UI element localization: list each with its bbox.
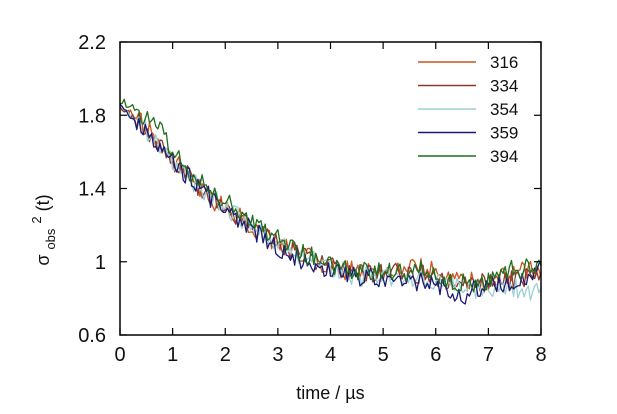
y-axis-label-subscript: obs bbox=[43, 228, 58, 249]
x-tick-label: 8 bbox=[535, 344, 546, 366]
ticks-layer: 0 1 2 3 4 5 6 7 8 0.6 1 1.4 1.8 2.2 bbox=[78, 32, 546, 366]
y-axis-label-tail: (t) bbox=[33, 194, 53, 211]
y-tick-label: 2.2 bbox=[78, 32, 106, 54]
legend-label-316: 316 bbox=[490, 53, 518, 72]
legend-label-354: 354 bbox=[490, 100, 518, 119]
plot-frame bbox=[119, 41, 542, 336]
legend-label-359: 359 bbox=[490, 124, 518, 143]
x-tick-label: 4 bbox=[325, 344, 336, 366]
x-tick-label: 3 bbox=[272, 344, 283, 366]
x-tick-label: 7 bbox=[483, 344, 494, 366]
series-line-359 bbox=[119, 103, 542, 305]
y-axis-label-symbol: σ bbox=[33, 255, 53, 266]
series-line-334 bbox=[119, 105, 542, 292]
series-layer bbox=[119, 98, 542, 305]
y-tick-label: 1 bbox=[95, 252, 106, 274]
y-tick-label: 0.6 bbox=[78, 325, 106, 347]
x-tick-label: 1 bbox=[167, 344, 178, 366]
x-axis-label: time / µs bbox=[296, 383, 364, 403]
legend-label-334: 334 bbox=[490, 77, 518, 96]
y-tick-label: 1.8 bbox=[78, 105, 106, 127]
y-axis-label-superscript: 2 bbox=[29, 216, 44, 223]
x-tick-label: 2 bbox=[220, 344, 231, 366]
series-line-354 bbox=[119, 104, 542, 301]
series-line-394 bbox=[119, 98, 542, 293]
legend: 316 334 354 359 394 bbox=[418, 53, 518, 166]
x-tick-label: 5 bbox=[378, 344, 389, 366]
x-tick-label: 0 bbox=[114, 344, 125, 366]
x-tick-label: 6 bbox=[430, 344, 441, 366]
y-tick-label: 1.4 bbox=[78, 179, 106, 201]
series-line-316 bbox=[119, 103, 542, 293]
y-axis-label: σ obs 2 (t) bbox=[25, 194, 59, 265]
legend-label-394: 394 bbox=[490, 147, 518, 166]
